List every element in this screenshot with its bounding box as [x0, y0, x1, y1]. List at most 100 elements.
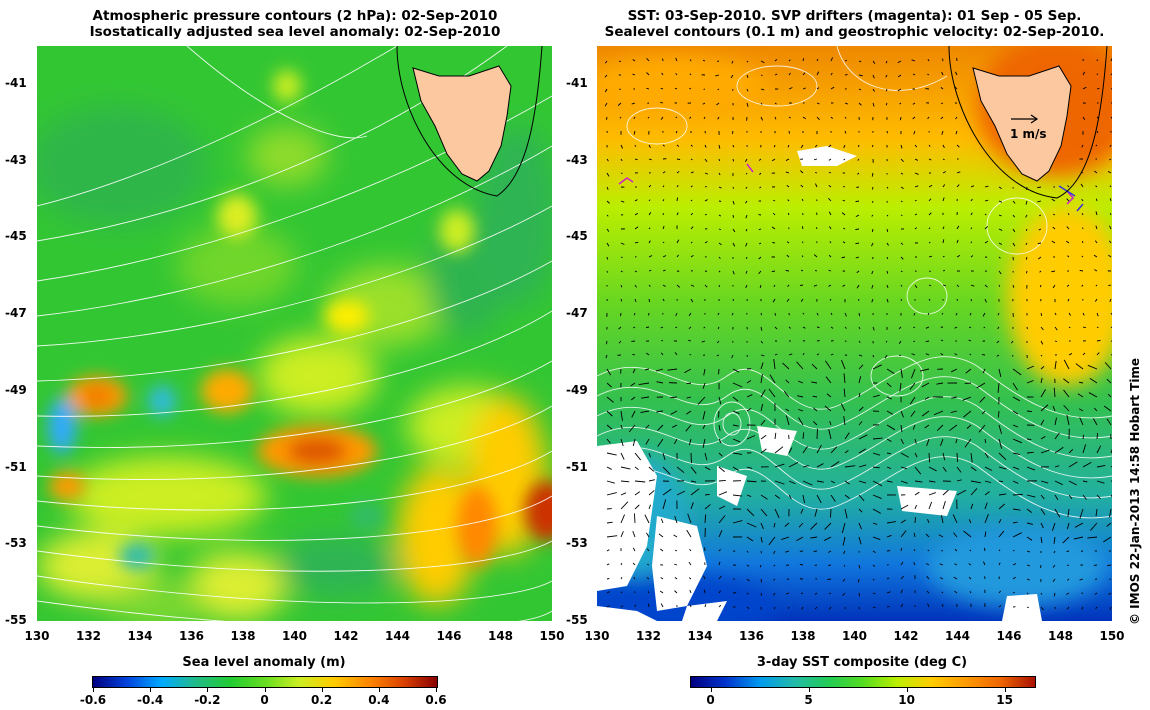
velocity-arrow: [940, 86, 944, 90]
colorbar-tick-mark: [93, 688, 94, 692]
velocity-arrow: [1068, 480, 1077, 486]
velocity-arrow: [858, 376, 862, 384]
velocity-arrow: [828, 144, 832, 148]
velocity-arrow: [829, 298, 832, 301]
velocity-arrow: [830, 480, 836, 484]
velocity-arrow: [950, 368, 958, 373]
velocity-arrow: [1051, 270, 1056, 273]
velocity-arrow: [813, 158, 818, 161]
velocity-arrow: [1103, 536, 1112, 543]
velocity-arrow: [955, 71, 958, 76]
velocity-arrow: [810, 522, 818, 530]
velocity-arrow: [816, 444, 822, 454]
velocity-arrow: [746, 578, 750, 582]
velocity-arrow: [912, 102, 916, 105]
velocity-arrow: [914, 199, 917, 202]
velocity-arrow: [648, 479, 655, 482]
velocity-arrow: [984, 185, 989, 188]
velocity-arrow: [620, 591, 623, 594]
velocity-arrow: [828, 197, 832, 202]
velocity-arrow: [914, 504, 917, 510]
velocity-arrow: [816, 116, 820, 121]
velocity-arrow: [1075, 363, 1084, 370]
velocity-arrow: [872, 564, 876, 567]
velocity-arrow: [965, 368, 972, 374]
velocity-arrow: [966, 424, 972, 429]
velocity-arrow: [1108, 284, 1112, 287]
velocity-arrow: [984, 199, 989, 202]
velocity-arrow: [840, 403, 846, 412]
velocity-arrow: [941, 591, 944, 594]
velocity-arrow: [830, 116, 834, 119]
velocity-arrow: [648, 504, 651, 510]
velocity-arrow: [885, 74, 888, 78]
velocity-arrow: [1096, 432, 1098, 440]
velocity-arrow: [828, 185, 832, 188]
velocity-arrow: [914, 284, 918, 289]
velocity-arrow: [718, 575, 722, 580]
velocity-arrow: [858, 578, 860, 583]
velocity-arrow: [928, 284, 932, 287]
velocity-arrow: [718, 158, 721, 162]
velocity-arrow: [871, 242, 874, 247]
velocity-arrow: [900, 144, 903, 149]
velocity-arrow: [1108, 254, 1112, 258]
velocity-arrow: [1079, 578, 1084, 581]
colorbar-tick-label: 15: [996, 693, 1013, 707]
velocity-arrow: [910, 410, 916, 417]
velocity-arrow: [690, 466, 697, 474]
velocity-arrow: [954, 563, 958, 566]
x-tick-label: 144: [944, 629, 971, 643]
velocity-arrow: [634, 158, 638, 161]
velocity-arrow: [801, 255, 804, 258]
y-tick-label: -41: [566, 76, 588, 90]
velocity-arrow: [788, 447, 793, 454]
velocity-arrow: [909, 382, 916, 390]
velocity-arrow: [1062, 536, 1070, 544]
velocity-arrow: [676, 171, 680, 174]
velocity-arrow: [730, 74, 734, 79]
velocity-arrow: [1082, 461, 1092, 468]
velocity-arrow: [926, 438, 930, 447]
velocity-arrow: [1053, 387, 1056, 398]
velocity-arrow: [897, 88, 902, 92]
velocity-arrow: [942, 604, 944, 608]
velocity-arrow: [940, 515, 944, 524]
velocity-arrow: [858, 102, 862, 106]
velocity-arrow: [640, 410, 650, 414]
velocity-arrow: [843, 186, 846, 188]
velocity-arrow: [816, 102, 820, 105]
velocity-arrow: [760, 536, 763, 543]
velocity-arrow: [829, 421, 832, 426]
velocity-arrow: [872, 522, 878, 525]
velocity-arrow: [689, 87, 692, 90]
velocity-arrow: [1080, 183, 1084, 188]
x-tick-label: 136: [738, 629, 765, 643]
velocity-arrow: [1079, 417, 1084, 426]
velocity-arrow: [969, 312, 972, 316]
velocity-arrow: [1089, 377, 1098, 384]
velocity-arrow: [942, 284, 946, 287]
velocity-arrow: [984, 502, 988, 510]
velocity-arrow: [773, 564, 776, 567]
velocity-arrow: [812, 421, 818, 426]
velocity-arrow: [976, 382, 986, 389]
velocity-arrow: [900, 504, 909, 510]
velocity-arrow: [1082, 312, 1085, 316]
velocity-arrow: [648, 184, 652, 188]
velocity-arrow: [871, 144, 874, 148]
velocity-arrow: [1037, 242, 1042, 245]
velocity-arrow: [647, 563, 650, 566]
velocity-arrow: [815, 172, 818, 174]
velocity-arrow: [984, 452, 989, 459]
velocity-arrow: [1110, 312, 1112, 315]
velocity-arrow: [1110, 354, 1112, 356]
velocity-arrow: [1082, 116, 1086, 120]
velocity-arrow: [802, 494, 805, 504]
x-tick-label: 130: [24, 629, 50, 643]
velocity-arrow: [620, 466, 631, 470]
y-tick-label: -49: [566, 382, 588, 397]
velocity-arrow: [872, 466, 880, 469]
velocity-arrow: [970, 241, 973, 244]
velocity-arrow: [1040, 449, 1050, 454]
